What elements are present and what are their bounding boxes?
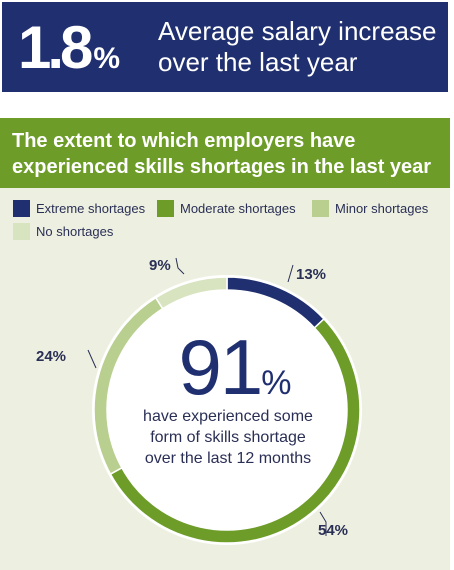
slice-label-moderate: 54% — [318, 522, 348, 539]
slice-label-minor: 24% — [36, 348, 66, 365]
leader-line-minor — [88, 350, 96, 368]
center-caption-line3: over the last 12 months — [118, 448, 338, 469]
center-caption-line2: form of skills shortage — [118, 427, 338, 448]
center-value-unit: % — [261, 364, 291, 402]
center-caption-line1: have experienced some — [118, 406, 338, 427]
center-caption: have experienced some form of skills sho… — [118, 406, 338, 469]
slice-label-extreme: 13% — [296, 266, 326, 283]
leader-line-none — [176, 258, 184, 274]
leader-line-extreme — [288, 265, 293, 282]
slice-label-none: 9% — [149, 257, 171, 274]
center-value-number: 91 — [179, 323, 262, 411]
